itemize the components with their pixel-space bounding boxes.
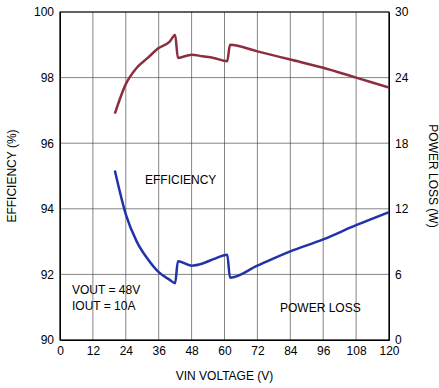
tick-label: 12	[395, 202, 409, 216]
tick-label: 100	[34, 5, 54, 19]
tick-label: 0	[395, 333, 402, 347]
tick-label: 60	[218, 344, 232, 358]
tick: 96	[317, 340, 331, 358]
grid-line	[323, 12, 324, 340]
tick: 92	[41, 268, 60, 282]
grid-line	[60, 274, 389, 275]
grid-line	[257, 12, 258, 340]
tick: 0	[389, 333, 402, 347]
tick-label: 72	[251, 344, 265, 358]
tick: 36	[153, 340, 167, 358]
tick: 6	[389, 268, 402, 282]
grid-line	[356, 12, 357, 340]
tick: 96	[41, 137, 60, 151]
tick: 108	[347, 340, 367, 358]
tick: 94	[41, 202, 60, 216]
tick: 30	[389, 5, 409, 19]
tick: 100	[34, 5, 60, 19]
tick: 98	[41, 71, 60, 85]
grid-line	[60, 208, 389, 209]
annotation: EFFICIENCY	[145, 173, 216, 187]
annotation: POWER LOSS	[280, 301, 361, 315]
tick: 84	[284, 340, 298, 358]
tick-label: 30	[395, 5, 409, 19]
grid-line	[290, 12, 291, 340]
tick-label: 36	[153, 344, 167, 358]
series-line	[115, 35, 389, 114]
grid-line	[60, 143, 389, 144]
tick-label: 94	[41, 202, 55, 216]
tick-label: 24	[120, 344, 134, 358]
tick: 48	[185, 340, 199, 358]
x-axis-title: VIN VOLTAGE (V)	[176, 369, 274, 383]
tick: 24	[389, 71, 409, 85]
lines	[115, 35, 389, 283]
tick-label: 108	[347, 344, 367, 358]
tick: 18	[389, 137, 409, 151]
annotation: IOUT = 10A	[72, 299, 135, 313]
tick-label: 48	[185, 344, 199, 358]
grid-line	[60, 77, 389, 78]
tick-label: 18	[395, 137, 409, 151]
tick-label: 96	[317, 344, 331, 358]
x-axis: 01224364860728496108120	[57, 340, 400, 358]
tick: 0	[57, 340, 64, 358]
y-axis: 90 92 94 96 98 100	[34, 5, 61, 347]
grid	[60, 12, 389, 340]
plot-frame	[60, 12, 389, 340]
tick-label: 84	[284, 344, 298, 358]
y2-axis: 0 6 12 18 24 30	[389, 5, 409, 347]
tick-label: 0	[57, 344, 64, 358]
tick-label: 6	[395, 268, 402, 282]
annotation: VOUT = 48V	[72, 283, 140, 297]
tick-label: 24	[395, 71, 409, 85]
plot: 0122436486072849610812090929496981000612…	[34, 5, 409, 357]
tick: 12	[389, 202, 409, 216]
tick-label: 90	[41, 333, 55, 347]
series-line	[115, 171, 389, 284]
y2-axis-title: POWER LOSS (W)	[426, 124, 439, 227]
texts: VIN VOLTAGE (V) EFFICIENCY (%) POWER LOSS …	[5, 124, 439, 383]
tick: 72	[251, 340, 265, 358]
tick: 60	[218, 340, 232, 358]
tick-label: 92	[41, 268, 55, 282]
y-axis-title: EFFICIENCY (%)	[5, 129, 19, 222]
tick: 90	[41, 333, 60, 347]
tick-label: 98	[41, 71, 55, 85]
chart: 0122436486072849610812090929496981000612…	[0, 0, 439, 388]
tick-label: 96	[41, 137, 55, 151]
tick: 24	[120, 340, 134, 358]
tick-label: 12	[87, 344, 101, 358]
tick: 12	[87, 340, 101, 358]
